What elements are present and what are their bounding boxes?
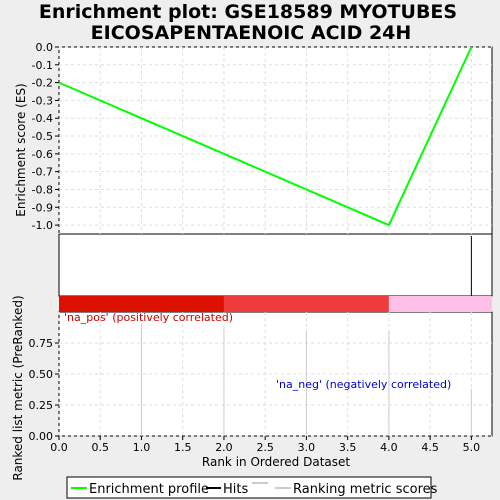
es-y-tick-label: -0.4: [32, 112, 53, 125]
x-tick-label: 0.0: [50, 441, 68, 454]
heatmap-segment: [223, 296, 389, 312]
es-y-tick-label: -1.0: [32, 219, 53, 232]
es-panel: [58, 46, 493, 235]
metric-y-axis-label: Ranked list metric (PreRanked): [11, 295, 25, 480]
negative-correlation-label: 'na_neg' (negatively correlated): [276, 378, 451, 391]
es-y-tick-label: -0.1: [32, 59, 53, 72]
es-y-axis: 0.0 -0.1 -0.2 -0.3 -0.4 -0.5 -0.6 -0.7 -0.8 -0.9 -…: [32, 41, 59, 232]
legend-ranking-label: Ranking metric scores: [293, 482, 438, 497]
heatmap-segment: [59, 296, 224, 312]
x-tick-label: 4.5: [421, 441, 439, 454]
es-y-tick-label: -0.3: [32, 94, 53, 107]
es-curve-group: [58, 46, 473, 227]
heatmap-band: [59, 296, 492, 312]
x-tick-label: 0.5: [91, 441, 109, 454]
x-tick-label: 5.0: [463, 441, 481, 454]
x-tick-label: 1.0: [133, 441, 151, 454]
es-grid: [58, 46, 492, 234]
es-y-axis-label: Enrichment score (ES): [14, 83, 28, 216]
metric-y-tick-label: 0.25: [29, 399, 54, 412]
x-tick-label: 2.5: [256, 441, 274, 454]
es-y-tick-label: 0.0: [36, 41, 54, 54]
x-tick-label: 4.0: [380, 441, 398, 454]
es-y-tick-label: -0.5: [32, 130, 53, 143]
x-axis-label: Rank in Ordered Dataset: [202, 455, 350, 469]
x-axis: 0.0 0.5 1.0 1.5 2.0 2.5 3.0 3.5 4.0 4.5 5.0: [50, 436, 480, 454]
legend-box: [66, 476, 432, 499]
x-tick-label: 2.0: [215, 441, 233, 454]
positive-correlation-label: 'na_pos' (positively correlated): [64, 311, 233, 324]
hits-panel: [58, 233, 493, 297]
es-y-tick-label: -0.6: [32, 148, 53, 161]
es-y-tick-label: -0.2: [32, 77, 53, 90]
es-y-tick-label: -0.9: [32, 201, 53, 214]
x-tick-label: 3.0: [298, 441, 316, 454]
metric-bars: [140, 324, 472, 436]
x-tick-label: 1.5: [174, 441, 192, 454]
chart-title-line2: EICOSAPENTAENOIC ACID 24H: [91, 22, 412, 44]
heatmap-segment: [388, 296, 492, 312]
metric-y-tick-label: 0.50: [29, 368, 54, 381]
legend-enrichment-label: Enrichment profile: [89, 482, 209, 497]
es-y-tick-label: -0.7: [32, 166, 53, 179]
es-y-tick-label: -0.8: [32, 183, 53, 196]
metric-y-axis: 0.00 0.25 0.50 0.75: [29, 337, 59, 443]
enrichment-profile-line: [58, 46, 473, 227]
chart-title-line1: Enrichment plot: GSE18589 MYOTUBES: [39, 1, 457, 23]
metric-y-tick-label: 0.75: [29, 337, 54, 350]
x-tick-label: 3.5: [339, 441, 357, 454]
legend-hits-label: Hits: [223, 482, 248, 497]
metric-y-tick-label: 0.00: [29, 430, 54, 443]
